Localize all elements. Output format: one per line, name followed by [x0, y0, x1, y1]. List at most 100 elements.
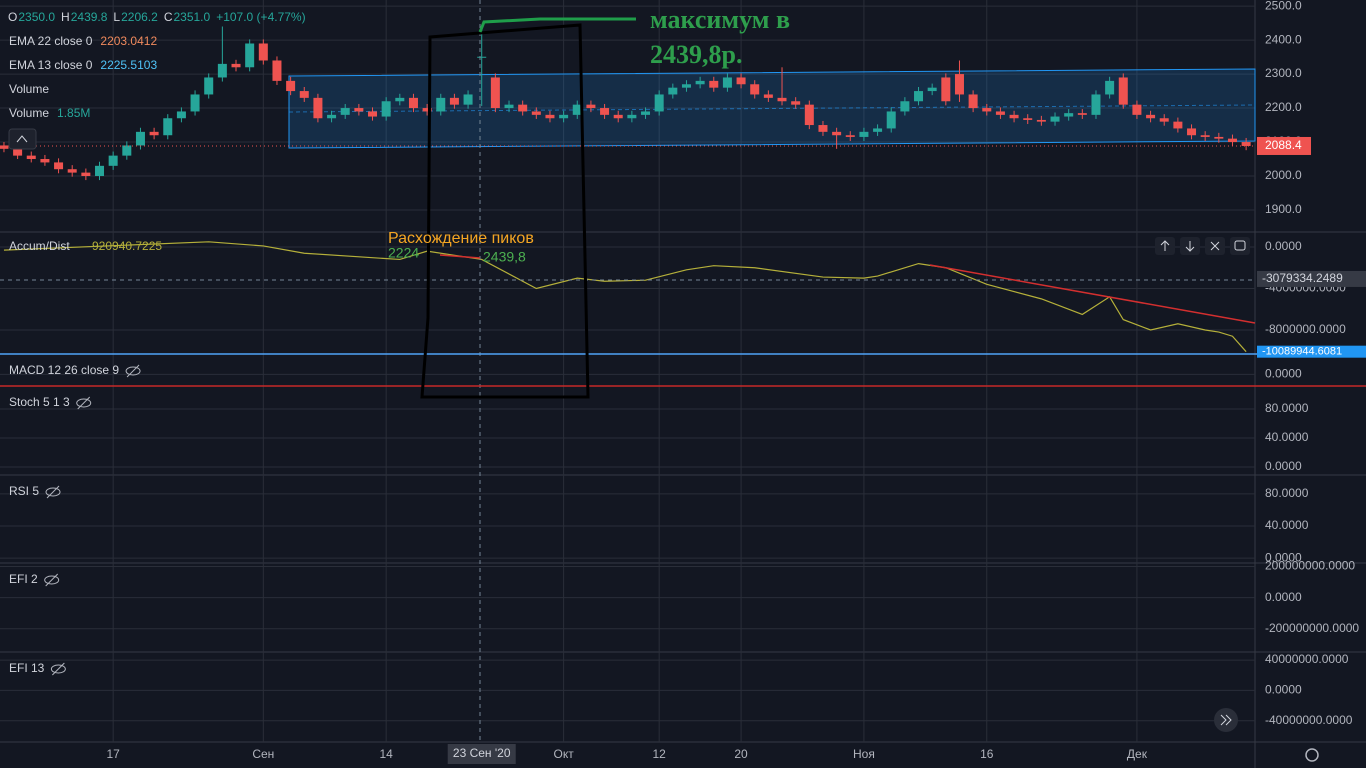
- pane-title: Stoch 5 1 3: [9, 395, 70, 409]
- y-tick-label: 1900.0: [1265, 202, 1302, 216]
- settings-button[interactable]: [1305, 748, 1319, 762]
- collapse-button[interactable]: [8, 128, 37, 150]
- candle-body: [231, 63, 241, 68]
- y-tick-label: 0.0000: [1265, 683, 1302, 697]
- candle-body: [368, 111, 378, 117]
- candle-body: [968, 94, 978, 109]
- candle-body: [995, 111, 1005, 115]
- legend-key: H: [61, 10, 70, 24]
- y-tick-label: 0.0000: [1265, 367, 1302, 381]
- candle-body: [750, 84, 760, 95]
- x-tick-label: Ноя: [853, 747, 875, 761]
- candle-body: [695, 80, 705, 85]
- candle-body: [245, 43, 255, 68]
- collapse-icon: [16, 135, 28, 143]
- candle-body: [54, 162, 64, 170]
- candle-body: [845, 135, 855, 137]
- x-tick-label: 20: [734, 747, 748, 761]
- visibility-icon: [45, 487, 61, 497]
- candle-body: [559, 114, 569, 119]
- candle-body: [818, 125, 828, 132]
- candle-body: [0, 145, 9, 149]
- up-icon: [1160, 240, 1170, 251]
- x-tick-label: Окт: [554, 747, 575, 761]
- candle-body: [1077, 113, 1087, 115]
- indicator-name: Volume: [9, 82, 49, 96]
- y-tick-label: 0.0000: [1265, 590, 1302, 604]
- candle-body: [449, 97, 459, 105]
- last-price-box: [1257, 136, 1311, 155]
- candle-body: [681, 84, 691, 88]
- crosshair-y-box: [1257, 270, 1366, 287]
- candle-body: [1241, 142, 1251, 146]
- candle-body: [286, 80, 296, 92]
- visibility-slash: [52, 662, 65, 676]
- candle-body: [654, 94, 664, 112]
- legend: O 2350.0 H 2439.8 L 2206.2 C 2351.0 +107.0 (+4.7…: [8, 10, 306, 120]
- candle-body: [873, 128, 883, 132]
- y-tick-label: 80.0000: [1265, 486, 1309, 500]
- indicator-name: EMA 22 close 0: [9, 34, 93, 48]
- candle-body: [13, 148, 23, 156]
- y-tick-label: 40000000.0000: [1265, 652, 1349, 666]
- y-tick-label: 200000000.0000: [1265, 559, 1355, 573]
- candle-body: [954, 74, 964, 95]
- candle-body: [422, 108, 432, 112]
- pane-title: RSI 5: [9, 484, 39, 498]
- legend-key: L: [113, 10, 120, 24]
- y-tick-label: 2400.0: [1265, 32, 1302, 46]
- visibility-icon: [76, 398, 92, 408]
- pane-title: EFI 2: [9, 572, 38, 586]
- candle-body: [545, 114, 555, 119]
- candle-body: [886, 111, 896, 129]
- visibility-icon: [125, 366, 141, 376]
- visibility-slash: [77, 396, 91, 410]
- candle-body: [204, 77, 214, 95]
- legend-key: C: [164, 10, 173, 24]
- candle-body: [709, 80, 719, 88]
- candle-body: [600, 108, 610, 115]
- legend-value: 2206.2: [121, 10, 158, 24]
- candle-body: [272, 60, 282, 81]
- candle-body: [613, 114, 623, 119]
- candle-body: [586, 104, 596, 109]
- y-tick-label: 2500.0: [1265, 0, 1302, 12]
- x-tick-label: 12: [652, 747, 666, 761]
- candle-body: [927, 87, 937, 92]
- y-tick-label: 2300.0: [1265, 66, 1302, 80]
- y-tick-label: 2200.0: [1265, 100, 1302, 114]
- pane-title: MACD 12 26 close 9: [9, 363, 119, 377]
- visibility-slash: [46, 485, 60, 499]
- y-tick-label: -40000000.0000: [1265, 713, 1353, 727]
- hand-drawn-arrow: [478, 17, 636, 33]
- down-icon: [1185, 241, 1195, 252]
- close-icon: [1210, 241, 1220, 251]
- crosshair-label-box: [447, 744, 516, 764]
- legend-value: 2351.0: [173, 10, 210, 24]
- last-price-label: 2088.4: [1265, 138, 1302, 152]
- legend-value: +107.0 (+4.77%): [216, 10, 305, 24]
- candle-body: [1227, 138, 1237, 143]
- candle-body: [982, 108, 992, 112]
- x-tick-label: 16: [980, 747, 994, 761]
- candle-body: [504, 104, 514, 109]
- candle-body: [859, 131, 869, 137]
- annotation: 2439,8р.: [650, 40, 742, 69]
- indicator-value: 1.85M: [57, 106, 90, 120]
- candle-body: [763, 94, 773, 98]
- visibility-slash: [45, 573, 59, 587]
- x-tick-label: 17: [106, 747, 120, 761]
- candle-body: [163, 118, 173, 136]
- candle-body: [1105, 80, 1115, 95]
- annotation: Расхождение пиков: [388, 230, 534, 247]
- annotation: 2439,8: [483, 249, 526, 265]
- scroll-icon: [1220, 714, 1232, 726]
- candle-body: [1091, 94, 1101, 115]
- candle-body: [832, 131, 842, 136]
- candle-body: [176, 111, 186, 119]
- maximize-button[interactable]: [1230, 237, 1250, 255]
- candle-body: [1200, 135, 1210, 137]
- plot-layer: [0, 26, 1255, 353]
- candle-body: [81, 172, 91, 177]
